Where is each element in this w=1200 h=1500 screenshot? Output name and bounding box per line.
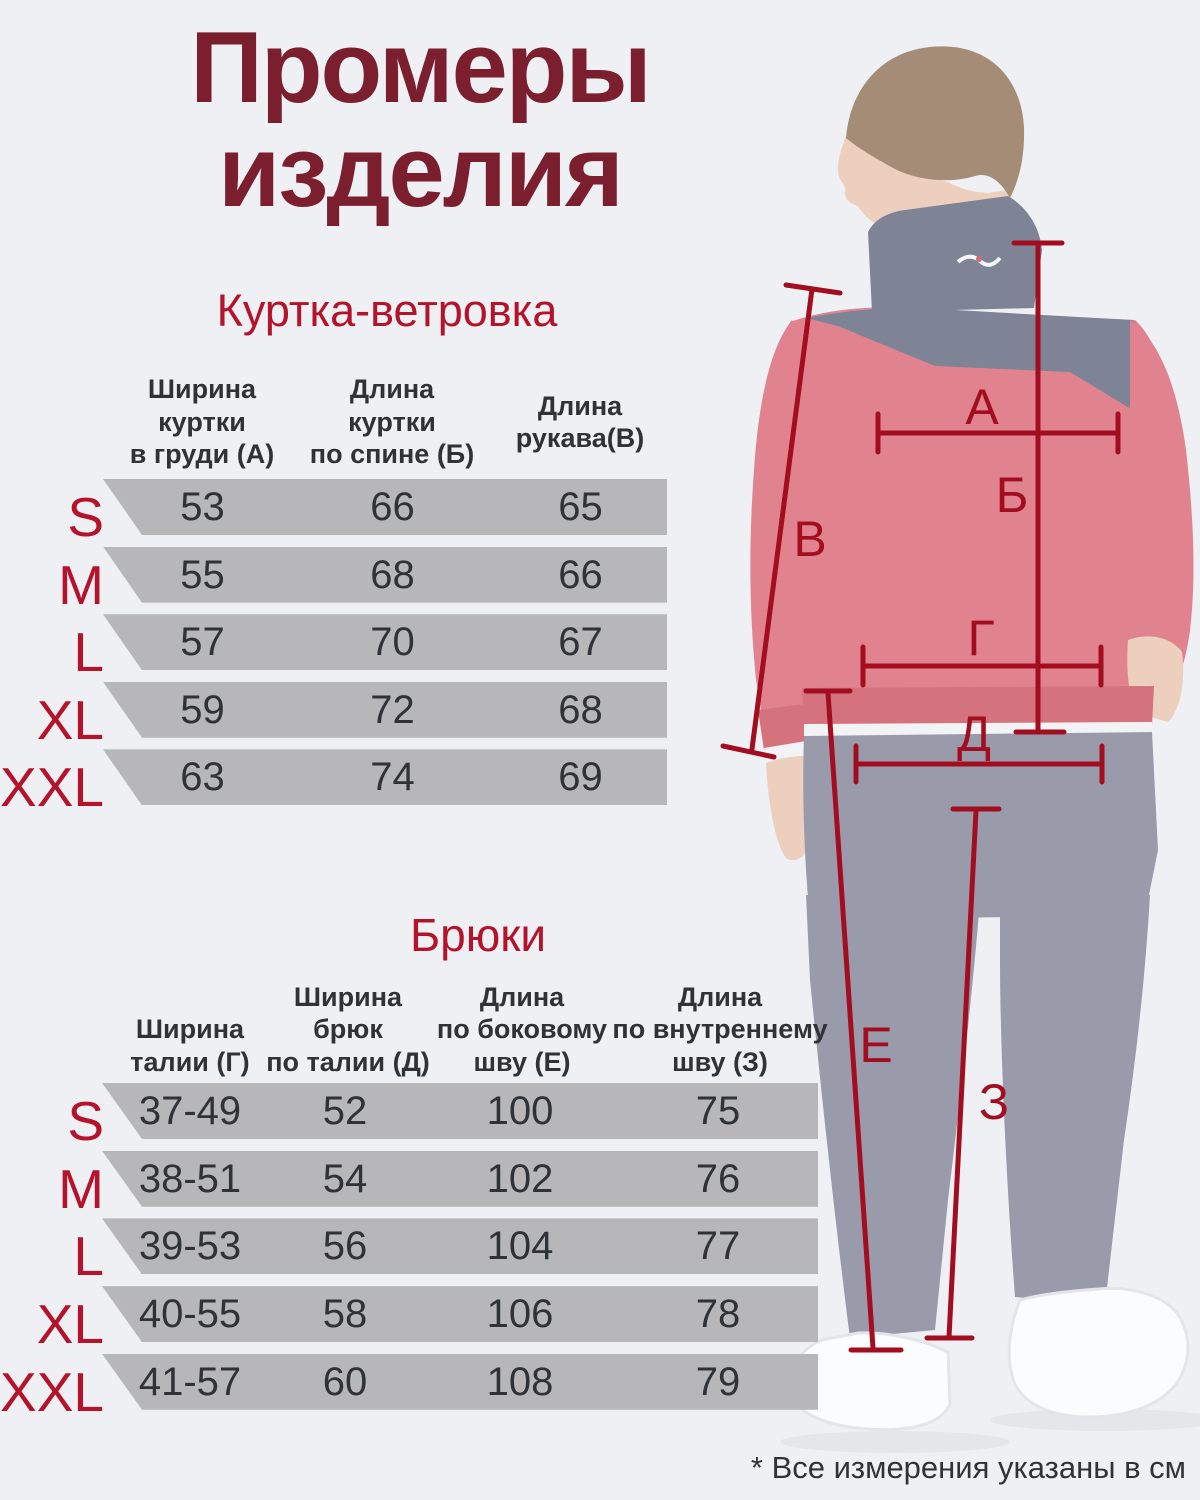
column-header: Длина куртки по спине (Б) [309,374,475,470]
cell-value: 69 [558,755,603,800]
cell-value: 60 [322,1359,368,1404]
column-header: Ширина брюк по талии (Д) [266,981,430,1077]
cell-value: 72 [370,687,415,732]
column-header: Длина по внутреннему шву (З) [612,981,828,1077]
table-row: 41-57 60 108 79 [102,1353,818,1410]
cell-value: 66 [558,552,603,597]
size-label: XL [36,688,104,751]
column-header: Ширина куртки в груди (А) [129,374,275,470]
cell-value: 58 [322,1292,368,1337]
table-row: 39-53 56 104 77 [102,1218,818,1275]
pants-section-heading: Брюки [409,909,547,961]
table-row: 59 72 68 [103,681,667,738]
table-row: 63 74 69 [103,749,667,806]
measure-label-back-length: Б [996,467,1029,523]
cell-value: 39-53 [138,1224,242,1269]
units-footnote: * Все измерения указаны в см [750,1450,1186,1485]
cell-value: 78 [695,1292,741,1337]
cell-value: 66 [370,485,415,529]
cell-value: 38-51 [138,1156,242,1201]
size-label: L [73,1225,104,1288]
measure-line-side-seam: Е [803,688,904,1353]
page-title: Промеры изделия [190,12,652,229]
cell-value: 55 [180,552,225,597]
size-label: L [73,621,104,684]
size-label: S [67,486,104,548]
measure-label-sleeve: В [793,511,826,567]
size-label: XXL [0,756,104,819]
cell-value: 67 [558,620,603,665]
size-label: M [58,1157,104,1220]
column-header: Длина рукава(В) [515,390,645,453]
size-label: XL [36,1293,104,1356]
table-row: 53 66 65 [103,479,667,535]
cell-value: 74 [370,755,415,800]
cell-value: 104 [486,1224,554,1269]
cell-value: 68 [558,687,603,732]
measure-label-inseam: З [979,1074,1009,1130]
cell-value: 102 [486,1156,554,1201]
cell-value: 37-49 [138,1089,242,1133]
size-label: M [58,553,104,616]
cell-value: 77 [695,1224,741,1269]
size-label: S [67,1090,104,1152]
cell-value: 79 [695,1359,741,1404]
measure-label-chest: А [965,379,999,435]
cell-value: 56 [322,1224,368,1269]
measure-label-side-seam: Е [859,1017,892,1073]
table-row: 55 68 66 [103,546,667,603]
cell-value: 106 [486,1292,554,1337]
measure-label-hem-width: Г [967,610,994,666]
cell-value: 76 [695,1156,741,1201]
cell-value: 68 [370,552,415,597]
model-back-view [750,46,1200,1453]
measure-line-back-length: Б [996,240,1067,735]
cell-value: 40-55 [138,1292,242,1337]
measure-label-waist: Д [957,706,991,762]
cell-value: 70 [370,620,415,665]
table-row: 37-49 52 100 75 [102,1083,818,1139]
table-row: 38-51 54 102 76 [102,1150,818,1207]
column-header: Ширина талии (Г) [130,1014,250,1077]
cell-value: 75 [695,1089,741,1133]
table-row: 40-55 58 106 78 [102,1286,818,1343]
measure-line-chest: А [875,379,1121,455]
cell-value: 63 [180,755,225,800]
cell-value: 41-57 [138,1359,242,1404]
cell-value: 54 [322,1156,368,1201]
table-row: 57 70 67 [103,614,667,671]
cell-value: 100 [486,1089,554,1133]
measure-line-waist: Д [853,706,1105,785]
cell-value: 65 [558,485,603,529]
column-header: Длина по боковому шву (Е) [436,981,608,1077]
cell-value: 57 [180,620,225,665]
cell-value: 108 [486,1359,554,1404]
size-label: XXL [0,1360,104,1423]
measure-line-inseam: З [924,806,1009,1341]
cell-value: 59 [180,687,225,732]
cell-value: 52 [322,1089,368,1133]
measure-line-sleeve: В [720,282,843,760]
cell-value: 53 [180,485,225,529]
jacket-section-heading: Куртка-ветровка [216,285,558,336]
measure-line-hem-width: Г [860,610,1104,688]
